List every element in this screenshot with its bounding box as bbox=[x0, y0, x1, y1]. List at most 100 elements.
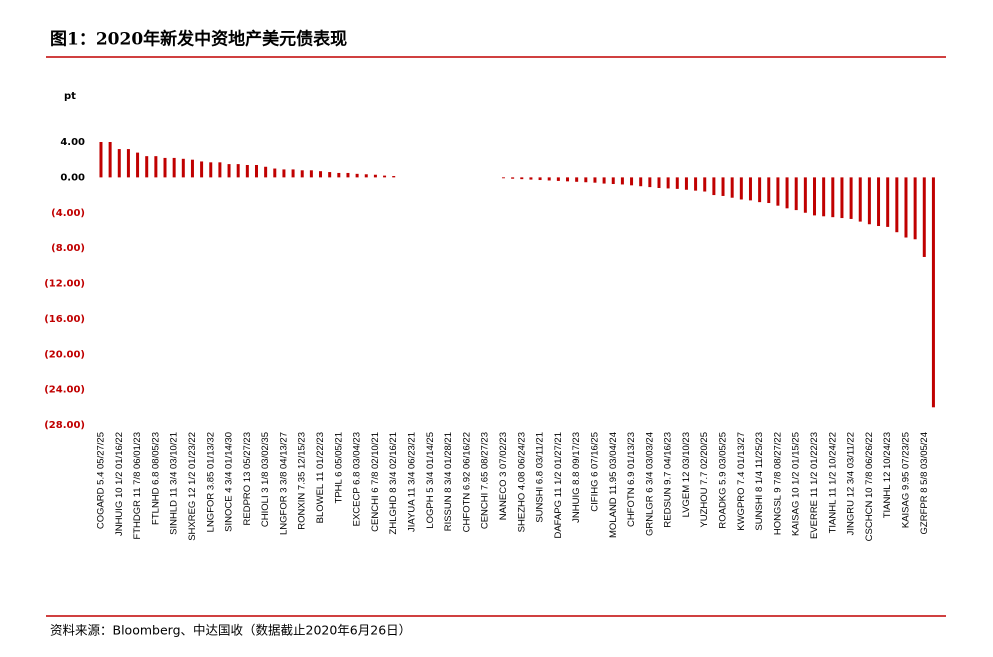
x-tick-label: GZRFPR 8 5/8 03/05/24 bbox=[919, 432, 930, 534]
bar bbox=[126, 149, 130, 178]
bar bbox=[236, 164, 240, 178]
bar bbox=[373, 174, 377, 178]
y-axis-label: pt bbox=[64, 91, 76, 102]
bar bbox=[520, 177, 524, 180]
bar bbox=[209, 162, 213, 178]
x-tick-label: SINHLD 11 3/4 03/10/21 bbox=[169, 432, 180, 535]
bar bbox=[849, 177, 853, 219]
bar bbox=[566, 177, 570, 182]
x-tick-label: CHIOLI 3 1/8 03/02/35 bbox=[260, 432, 271, 527]
bar bbox=[254, 164, 258, 178]
bar bbox=[730, 177, 734, 198]
x-tick-label: CIFIHG 6 07/16/25 bbox=[589, 432, 600, 512]
bar bbox=[657, 177, 661, 188]
bar bbox=[346, 172, 350, 178]
bar bbox=[858, 177, 862, 222]
bar bbox=[319, 171, 323, 178]
bar bbox=[364, 174, 368, 178]
y-tick-label: (12.00) bbox=[44, 279, 85, 290]
x-tick-label: COGARD 5.4 05/27/25 bbox=[95, 432, 106, 529]
bar bbox=[913, 177, 917, 240]
bar bbox=[813, 177, 817, 216]
bar bbox=[264, 166, 268, 178]
x-tick-label: YUZHOU 7.7 02/20/25 bbox=[699, 432, 710, 528]
bar bbox=[337, 172, 341, 178]
bar bbox=[190, 159, 194, 178]
bar bbox=[355, 173, 359, 178]
x-tick-label: NANECO 3 07/02/23 bbox=[498, 432, 509, 520]
y-tick-label: 4.00 bbox=[60, 137, 85, 148]
bar bbox=[867, 177, 871, 225]
bar bbox=[758, 177, 762, 203]
x-tick-label: ZHLGHD 8 3/4 02/16/21 bbox=[388, 432, 399, 534]
chart-title: 图1：2020年新发中资地产美元债表现 bbox=[50, 29, 347, 50]
x-tick-label: RONXIN 7.35 12/15/23 bbox=[297, 432, 308, 530]
x-tick-label: CENCHI 7.65 08/27/23 bbox=[480, 432, 491, 529]
bar bbox=[309, 170, 313, 178]
x-tick-label: SUNSHI 6.8 03/11/21 bbox=[535, 432, 546, 523]
x-tick-label: HONGSL 9 7/8 08/27/22 bbox=[772, 432, 783, 535]
bar bbox=[794, 177, 798, 211]
bar bbox=[383, 175, 387, 178]
x-tick-label: REDSUN 9.7 04/16/23 bbox=[663, 432, 674, 528]
x-tick-label: LNGFOR 3 3/8 04/13/27 bbox=[278, 432, 289, 535]
y-tick-label: 0.00 bbox=[60, 172, 85, 183]
bar bbox=[931, 177, 935, 408]
x-tick-label: FTHDGR 11 7/8 06/01/23 bbox=[132, 432, 143, 540]
x-tick-label: SHXREG 12 1/2 01/23/22 bbox=[187, 432, 198, 541]
bar bbox=[840, 177, 844, 219]
bar bbox=[172, 157, 176, 178]
bar bbox=[99, 142, 103, 178]
bar bbox=[145, 156, 149, 178]
bar bbox=[273, 168, 277, 178]
x-tick-label: RISSUN 8 3/4 01/28/21 bbox=[443, 432, 454, 531]
y-tick-label: (16.00) bbox=[44, 314, 85, 325]
bar bbox=[136, 152, 140, 178]
x-tick-label: CSCHCN 10 7/8 06/26/22 bbox=[864, 432, 875, 541]
bar bbox=[300, 170, 304, 178]
x-tick-label: MOLAND 11.95 03/04/24 bbox=[608, 432, 619, 538]
x-tick-label: ROADKG 5.9 03/05/25 bbox=[718, 432, 729, 529]
bar bbox=[620, 177, 624, 185]
bar bbox=[611, 177, 615, 185]
x-tick-label: SUNSHI 8 1/4 11/25/23 bbox=[754, 432, 765, 531]
x-tick-label: DAFAPG 11 1/2 01/27/21 bbox=[553, 432, 564, 539]
x-tick-label: EXCECP 6.8 03/04/23 bbox=[352, 432, 363, 526]
bar bbox=[877, 177, 881, 227]
bar bbox=[529, 177, 533, 180]
bar bbox=[648, 177, 652, 188]
x-tick-label: CHFOTN 6.92 06/16/22 bbox=[461, 432, 472, 532]
bar bbox=[575, 177, 579, 182]
x-tick-label: JIAYUA 11 3/4 06/23/21 bbox=[407, 432, 418, 532]
bar bbox=[785, 177, 789, 209]
source-note: 资料来源：Bloomberg、中达国收（数据截止2020年6月26日） bbox=[50, 623, 411, 638]
bar bbox=[227, 164, 231, 178]
x-tick-label: LNGFOR 3.85 01/13/32 bbox=[205, 432, 216, 532]
bar bbox=[108, 142, 112, 178]
bar bbox=[117, 149, 121, 178]
bar bbox=[511, 177, 515, 179]
bar bbox=[328, 172, 332, 178]
bar bbox=[767, 177, 771, 204]
bar bbox=[776, 177, 780, 206]
bar bbox=[748, 177, 752, 201]
bar bbox=[703, 177, 707, 192]
x-tick-label: LVGEM 12 03/10/23 bbox=[681, 432, 692, 517]
x-tick-label: TPHL 6 05/05/21 bbox=[333, 432, 344, 503]
y-tick-label: (20.00) bbox=[44, 349, 85, 360]
x-tick-label: REDPRO 13 05/27/23 bbox=[242, 432, 253, 525]
bar bbox=[556, 177, 560, 181]
bar bbox=[163, 157, 167, 178]
x-tick-label: LOGPH 5 3/4 01/14/25 bbox=[425, 432, 436, 529]
bar bbox=[886, 177, 890, 227]
x-tick-label: EVERRE 11 1/2 01/22/23 bbox=[809, 432, 820, 539]
bar bbox=[282, 169, 286, 178]
x-tick-label: KAISAG 9.95 07/23/25 bbox=[900, 432, 911, 528]
bar bbox=[739, 177, 743, 200]
x-tick-label: JNHUIG 10 1/2 01/16/22 bbox=[114, 432, 125, 536]
y-tick-label: (24.00) bbox=[44, 385, 85, 396]
x-tick-label: KWGPRO 7.4 01/13/27 bbox=[736, 432, 747, 531]
bar bbox=[666, 177, 670, 189]
bar bbox=[922, 177, 926, 257]
x-tick-label: SHEZHO 4.08 06/24/23 bbox=[516, 432, 527, 532]
